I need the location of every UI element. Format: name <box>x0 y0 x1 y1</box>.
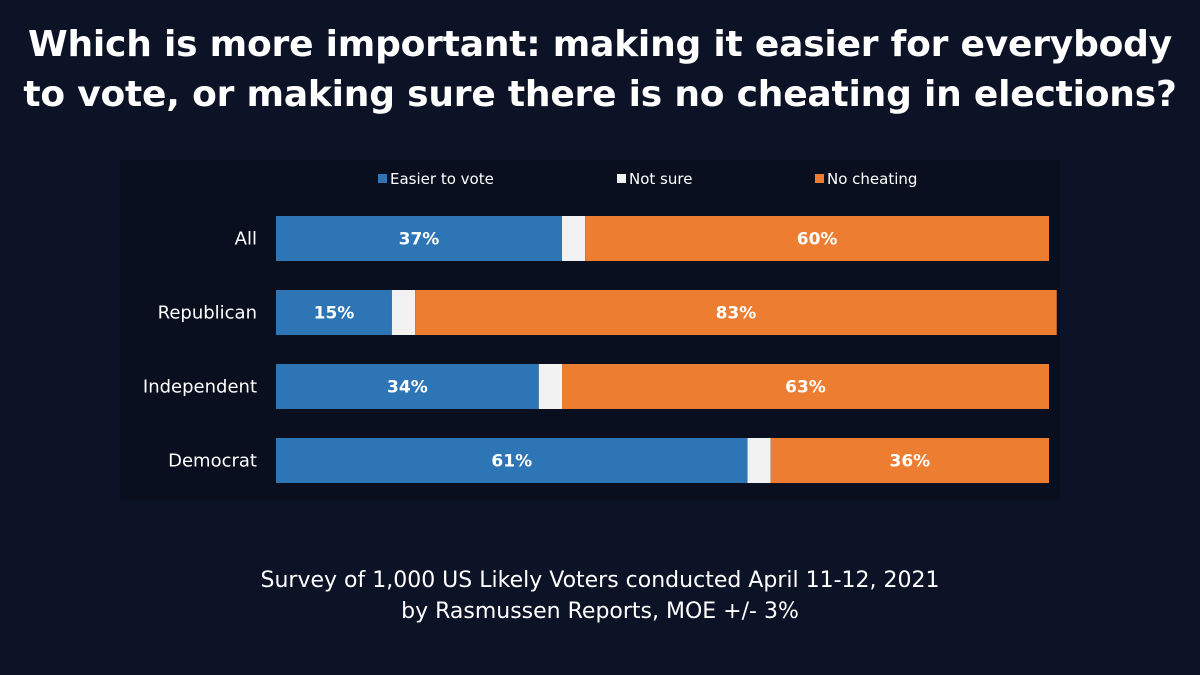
data-label-republican-easier: 15% <box>314 304 355 324</box>
category-label-all: All <box>235 229 257 250</box>
footer-line-1: Survey of 1,000 US Likely Voters conduct… <box>260 568 940 593</box>
bar-independent-no-cheating <box>562 364 1049 409</box>
bar-republican-easier <box>276 290 392 335</box>
bar-democrat-not-sure <box>747 438 771 483</box>
bar-republican-not-sure <box>391 290 416 335</box>
bar-republican-no-cheating <box>415 290 1057 335</box>
legend-label-no-cheating: No cheating <box>827 170 917 188</box>
bar-all-not-sure <box>562 216 586 261</box>
category-label-independent: Independent <box>143 377 257 398</box>
legend-swatch-not-sure <box>617 174 626 183</box>
legend-swatch-easier <box>378 174 387 183</box>
data-label-democrat-no-cheating: 36% <box>890 452 931 472</box>
legend-swatch-no-cheating <box>815 174 824 183</box>
data-label-independent-easier: 34% <box>387 378 428 398</box>
legend-label-easier: Easier to vote <box>390 170 494 188</box>
data-label-all-no-cheating: 60% <box>797 230 838 250</box>
category-label-republican: Republican <box>158 303 257 324</box>
survey-footer: Survey of 1,000 US Likely Voters conduct… <box>20 565 1180 627</box>
title-line-2: to vote, or making sure there is no chea… <box>23 74 1177 115</box>
data-label-democrat-easier: 61% <box>491 452 532 472</box>
bar-independent-easier <box>276 364 539 409</box>
bar-all-easier <box>276 216 563 261</box>
data-label-independent-no-cheating: 63% <box>785 378 826 398</box>
bar-all-no-cheating <box>585 216 1049 261</box>
bar-independent-not-sure <box>538 364 563 409</box>
data-label-all-easier: 37% <box>399 230 440 250</box>
stacked-bar-chart: Easier to vote Not sure No cheating All 37% 6… <box>143 170 1057 483</box>
bar-democrat-easier <box>276 438 748 483</box>
data-label-republican-no-cheating: 83% <box>716 304 757 324</box>
bar-democrat-no-cheating <box>770 438 1049 483</box>
chart-panel: Easier to vote Not sure No cheating All 37% 6… <box>120 160 1060 500</box>
footer-line-2: by Rasmussen Reports, MOE +/- 3% <box>401 599 799 624</box>
legend-label-not-sure: Not sure <box>629 170 692 188</box>
chart-title: Which is more important: making it easie… <box>20 20 1180 120</box>
title-line-1: Which is more important: making it easie… <box>27 24 1173 65</box>
category-label-democrat: Democrat <box>168 451 257 472</box>
